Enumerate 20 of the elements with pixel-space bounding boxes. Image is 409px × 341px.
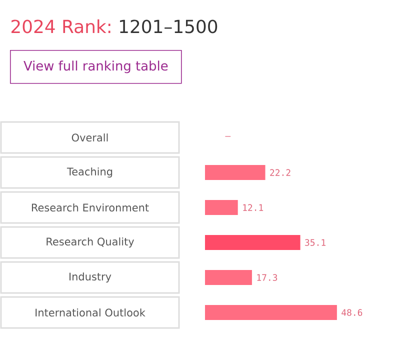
text: View full ranking table: [24, 60, 168, 74]
bar: [205, 305, 337, 320]
chart-subtitle: 1201–1500: [120, 20, 218, 34]
data-label: 48.6: [342, 309, 362, 316]
y-tick-label: Research Environment: [32, 203, 149, 212]
data-label: 17.3: [257, 274, 278, 281]
bar: [205, 200, 238, 216]
y-tick-label: International Outlook: [36, 308, 146, 317]
data-label: 22.2: [270, 169, 290, 176]
bar: [205, 270, 252, 286]
y-tick-label: Teaching: [66, 167, 112, 178]
text: –: [225, 136, 231, 137]
bar: [205, 235, 300, 250]
bar: [205, 165, 266, 180]
y-tick-label: Industry: [70, 272, 112, 283]
y-tick-label: Research Quality: [46, 237, 134, 248]
data-label: 12.1: [243, 204, 264, 211]
y-tick-label: Overall: [72, 133, 108, 142]
text: 2024 Rank:: [12, 19, 110, 34]
data-label: 35.1: [305, 239, 326, 246]
